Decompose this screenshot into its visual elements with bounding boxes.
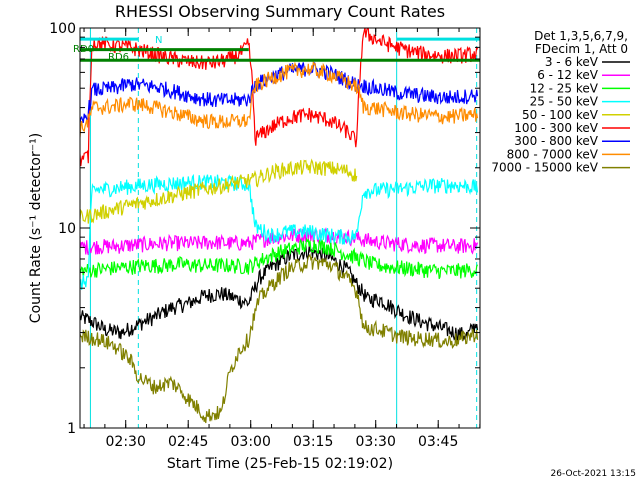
series-line-2 bbox=[80, 237, 479, 280]
series-line-4 bbox=[80, 158, 358, 224]
series-line-8 bbox=[80, 253, 479, 424]
legend-label-1: 6 - 12 keV bbox=[537, 68, 599, 82]
legend-label-0: 3 - 6 keV bbox=[545, 55, 599, 69]
legend-label-6: 300 - 800 keV bbox=[514, 134, 598, 148]
x-tick-label-0: 02:30 bbox=[106, 434, 146, 450]
legend-label-7: 800 - 7000 keV bbox=[507, 147, 599, 161]
x-tick-label-2: 03:00 bbox=[231, 434, 271, 450]
y-axis-title: Count Rate (s⁻¹ detector⁻¹) bbox=[28, 133, 44, 323]
legend-header-0: Det 1,3,5,6,7,9, bbox=[534, 29, 628, 43]
legend: Det 1,3,5,6,7,9,FDecim 1, Att 03 - 6 keV… bbox=[491, 29, 630, 175]
legend-header-1: FDecim 1, Att 0 bbox=[535, 42, 628, 56]
x-tick-label-3: 03:15 bbox=[293, 434, 333, 450]
series-line-3 bbox=[80, 173, 479, 290]
legend-label-3: 25 - 50 keV bbox=[530, 95, 599, 109]
series-line-7 bbox=[80, 60, 479, 138]
annotation-label-2: N bbox=[155, 35, 162, 46]
annotation-label-0: RD0 bbox=[73, 44, 94, 55]
chart-title: RHESSI Observing Summary Count Rates bbox=[115, 2, 445, 21]
y-tick-label-1: 10 bbox=[58, 221, 76, 237]
footer-date: 26-Oct-2021 13:15 bbox=[551, 469, 636, 479]
series-line-6 bbox=[80, 62, 479, 124]
plot-frame bbox=[79, 27, 481, 429]
x-axis-title: Start Time (25-Feb-15 02:19:02) bbox=[167, 456, 393, 472]
axes: 02:30 02:45 03:00 03:15 03:30 03:45 1 10 100 bbox=[49, 21, 481, 450]
y-tick-label-2: 100 bbox=[49, 21, 76, 37]
legend-label-4: 50 - 100 keV bbox=[522, 108, 599, 122]
plot-area: RD0 RD6 N bbox=[73, 28, 480, 428]
legend-label-2: 12 - 25 keV bbox=[530, 81, 599, 95]
x-tick-label-5: 03:45 bbox=[418, 434, 458, 450]
x-tick-label-1: 02:45 bbox=[168, 434, 208, 450]
legend-label-5: 100 - 300 keV bbox=[514, 121, 598, 135]
y-tick-label-0: 1 bbox=[67, 421, 76, 437]
annotation-label-1: RD6 bbox=[108, 52, 129, 63]
legend-label-8: 7000 - 15000 keV bbox=[491, 161, 598, 175]
series-line-1 bbox=[80, 226, 479, 256]
series-line-0 bbox=[80, 245, 479, 342]
x-tick-label-4: 03:30 bbox=[356, 434, 396, 450]
